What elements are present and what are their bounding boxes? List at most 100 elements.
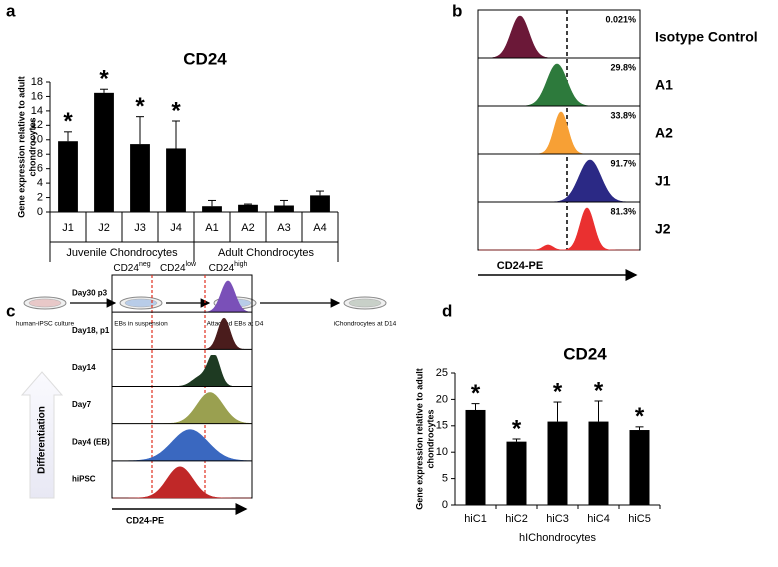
gate-label-base: CD24 — [113, 263, 139, 274]
bar — [58, 141, 78, 212]
group-label: Juvenile Chondrocytes — [66, 247, 178, 259]
row-label: Isotype Control — [655, 29, 758, 45]
x-tick-label: hiC5 — [628, 513, 651, 525]
row-label: A2 — [655, 125, 673, 141]
workflow-label: EBs in suspension — [114, 321, 168, 328]
x-tick-label: J4 — [170, 222, 182, 234]
x-tick-label: A3 — [277, 222, 290, 234]
significance: * — [171, 97, 181, 124]
panel-label: d — [442, 301, 452, 320]
bar — [202, 206, 222, 212]
y-tick-label: 15 — [436, 420, 448, 432]
significance: * — [635, 403, 645, 430]
row-label: A1 — [655, 77, 673, 93]
percent-label: 91.7% — [610, 158, 636, 168]
significance: * — [63, 108, 73, 135]
x-tick-label: hiC1 — [464, 513, 487, 525]
x-tick-label: A2 — [241, 222, 254, 234]
significance: * — [512, 415, 522, 442]
histogram — [112, 429, 252, 462]
y-axis-label: Gene expression relative to adult — [414, 368, 424, 510]
gate-label-base: CD24 — [160, 263, 186, 274]
y-tick-label: 25 — [436, 367, 448, 379]
y-tick-label: 12 — [31, 119, 43, 131]
x-tick-label: J3 — [134, 222, 146, 234]
x-tick-label: hiC3 — [546, 513, 569, 525]
x-tick-label: J1 — [62, 222, 74, 234]
percent-label: 0.021% — [605, 14, 636, 24]
row-label: Day18, p1 — [72, 326, 110, 335]
chart-title: CD24 — [183, 49, 227, 68]
bar — [629, 430, 650, 505]
gate-label: CD24high — [209, 261, 248, 274]
x-tick-label: A4 — [313, 222, 326, 234]
gate-label-base: CD24 — [209, 263, 235, 274]
group-label: Adult Chondrocytes — [218, 247, 314, 259]
x-tick-label: hiC4 — [587, 513, 610, 525]
bar — [310, 195, 330, 212]
y-tick-label: 10 — [436, 446, 448, 458]
x-axis-label: hIChondrocytes — [519, 532, 597, 544]
percent-label: 81.3% — [610, 206, 636, 216]
y-tick-label: 2 — [37, 191, 43, 203]
y-tick-label: 14 — [31, 105, 43, 117]
bar — [274, 205, 294, 212]
percent-label: 33.8% — [610, 110, 636, 120]
row-label: J1 — [655, 173, 671, 189]
workflow-label: Attached EBs at D4 — [207, 321, 264, 328]
percent-label: 29.8% — [610, 62, 636, 72]
bar — [588, 421, 609, 505]
y-tick-label: 6 — [37, 163, 43, 175]
histogram — [113, 355, 251, 387]
workflow-label: iChondrocytes at D14 — [334, 321, 397, 328]
significance: * — [553, 378, 563, 405]
histogram — [113, 466, 251, 499]
significance: * — [99, 66, 109, 93]
dish-content — [28, 298, 62, 308]
gate-label-sup: low — [186, 261, 197, 268]
histogram — [479, 207, 639, 251]
x-tick-label: hiC2 — [505, 513, 528, 525]
panel-label: a — [6, 1, 16, 20]
y-axis-label: chondrocytes — [27, 117, 37, 176]
y-tick-label: 10 — [31, 134, 43, 146]
y-tick-label: 16 — [31, 90, 43, 102]
row-label: hiPSC — [72, 475, 96, 484]
bar — [465, 409, 486, 505]
y-axis-label: chondrocytes — [425, 409, 435, 468]
axis-label: CD24-PE — [497, 260, 543, 272]
row-label: J2 — [655, 221, 671, 237]
bar — [130, 144, 150, 212]
y-tick-label: 18 — [31, 76, 43, 88]
row-label: Day30 p3 — [72, 289, 108, 298]
gate-label-sup: high — [234, 261, 247, 268]
workflow-label: human-iPSC culture — [16, 321, 75, 328]
bar — [547, 421, 568, 505]
significance: * — [135, 93, 145, 120]
histogram — [113, 392, 252, 424]
dish-content — [348, 298, 382, 308]
differentiation-arrow — [20, 371, 64, 499]
panel-label: b — [452, 1, 462, 20]
y-tick-label: 5 — [442, 473, 448, 485]
y-tick-label: 0 — [442, 499, 448, 511]
significance: * — [594, 377, 604, 404]
row-label: Day7 — [72, 400, 92, 409]
dish-content — [124, 298, 158, 308]
bar — [238, 204, 258, 212]
row-label: Day14 — [72, 363, 96, 372]
x-tick-label: A1 — [205, 222, 218, 234]
y-tick-label: 8 — [37, 148, 43, 160]
panel-label: c — [6, 301, 15, 320]
significance: * — [471, 380, 481, 407]
arrow-label: Differentiation — [37, 406, 48, 474]
y-axis-label: Gene expression relative to adult — [16, 76, 26, 218]
y-tick-label: 4 — [37, 177, 43, 189]
y-tick-label: 20 — [436, 393, 448, 405]
bar — [506, 441, 527, 505]
axis-label: CD24-PE — [126, 515, 164, 525]
gate-label-sup: neg — [139, 261, 151, 268]
chart-title: CD24 — [563, 344, 607, 363]
y-tick-label: 0 — [37, 206, 43, 218]
